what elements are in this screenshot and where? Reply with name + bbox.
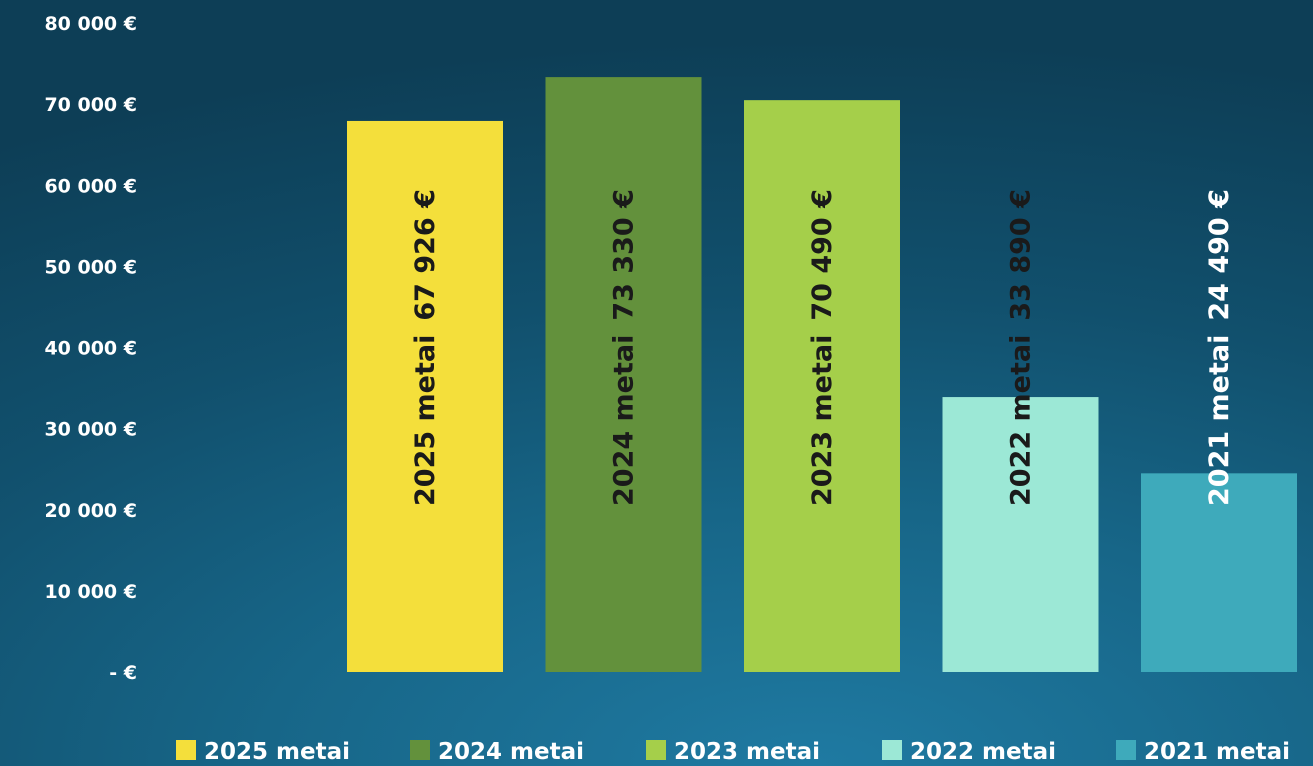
legend-label: 2021 metai bbox=[1144, 739, 1290, 765]
y-tick-label: 30 000 € bbox=[44, 419, 137, 441]
legend-label: 2025 metai bbox=[204, 739, 350, 765]
legend-swatch bbox=[410, 740, 430, 760]
y-tick-label: 40 000 € bbox=[44, 338, 137, 360]
legend-swatch bbox=[646, 740, 666, 760]
y-tick-label: 80 000 € bbox=[44, 13, 137, 35]
y-tick-label: 20 000 € bbox=[44, 500, 137, 522]
legend-swatch bbox=[882, 740, 902, 760]
bar-2021-metai bbox=[1141, 473, 1297, 672]
bar-label: 2021 metai 24 490 € bbox=[1204, 189, 1235, 506]
bar-category-label: 2021 metai bbox=[1204, 335, 1235, 506]
y-tick-label: - € bbox=[109, 662, 137, 684]
y-tick-label: 50 000 € bbox=[44, 256, 137, 278]
y-axis: 80 000 € 70 000 € 60 000 € 50 000 € 40 000 €… bbox=[44, 13, 137, 684]
bar-label: 2024 metai 73 330 € bbox=[609, 189, 640, 506]
legend-label: 2022 metai bbox=[910, 739, 1056, 765]
bar-2022-metai bbox=[942, 397, 1099, 672]
bar-category-label: 2024 metai bbox=[609, 335, 640, 506]
bar-value-label: 33 890 € bbox=[1006, 189, 1037, 321]
bar-category-label: 2025 metai bbox=[410, 335, 441, 506]
bar-label: 2023 metai 70 490 € bbox=[807, 189, 838, 506]
legend-label: 2023 metai bbox=[674, 739, 820, 765]
bar-value-label: 67 926 € bbox=[410, 189, 441, 321]
y-tick-label: 60 000 € bbox=[44, 175, 137, 197]
bar-value-label: 73 330 € bbox=[609, 189, 640, 321]
legend-swatch bbox=[176, 740, 196, 760]
bar-label: 2022 metai 33 890 € bbox=[1006, 189, 1037, 506]
bar-category-label: 2022 metai bbox=[1006, 335, 1037, 506]
y-tick-label: 70 000 € bbox=[44, 94, 137, 116]
bar-labels: 2025 metai 67 926 € 2024 metai 73 330 € 2023… bbox=[410, 189, 1235, 506]
bar-2024-metai bbox=[545, 77, 702, 673]
bar-value-label: 24 490 € bbox=[1204, 189, 1235, 321]
y-tick-label: 10 000 € bbox=[44, 581, 137, 603]
bar-2023-metai bbox=[744, 100, 900, 672]
legend-label: 2024 metai bbox=[438, 739, 584, 765]
bars bbox=[347, 77, 1297, 673]
bar-value-label: 70 490 € bbox=[807, 189, 838, 321]
bar-label: 2025 metai 67 926 € bbox=[410, 189, 441, 506]
bar-category-label: 2023 metai bbox=[807, 335, 838, 506]
legend: 2025 metai 2024 metai 2023 metai 2022 metai… bbox=[176, 739, 1290, 765]
bar-2025-metai bbox=[347, 120, 503, 673]
legend-swatch bbox=[1116, 740, 1136, 760]
